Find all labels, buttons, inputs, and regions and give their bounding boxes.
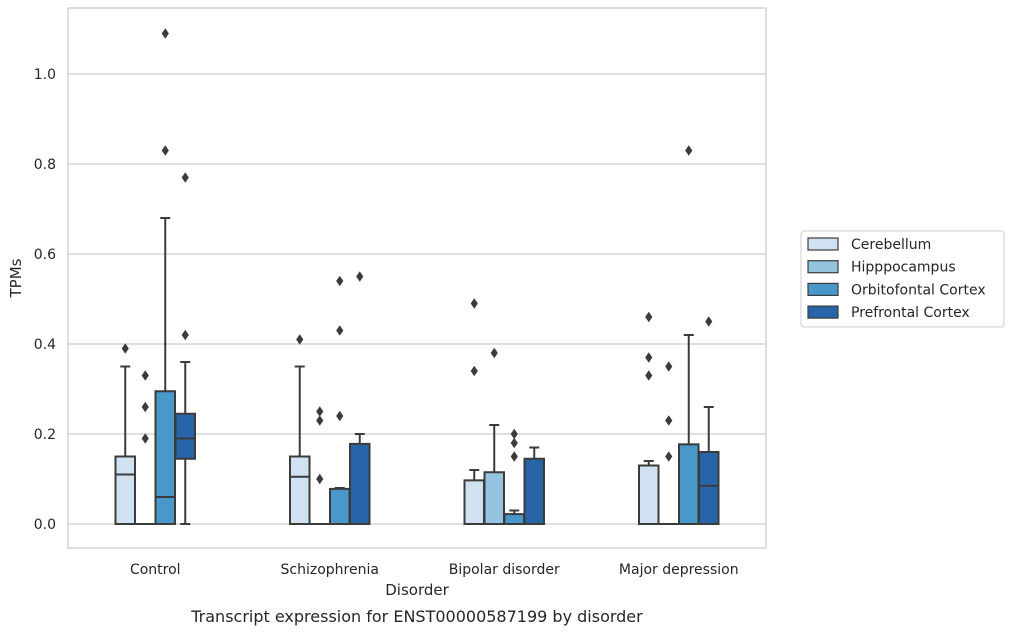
box-prefrontal-cortex xyxy=(523,446,545,525)
outlier-point xyxy=(705,316,713,327)
x-tick-label: Bipolar disorder xyxy=(449,562,560,578)
outlier-point xyxy=(510,437,518,449)
box-cerebellum xyxy=(289,334,311,525)
legend-swatch xyxy=(807,237,839,251)
box-prefrontal-cortex xyxy=(698,316,720,525)
y-tick-label: 0.8 xyxy=(34,157,56,173)
outlier-point xyxy=(665,451,673,462)
figure-caption: Transcript expression for ENST0000058719… xyxy=(190,607,643,626)
box-iqr xyxy=(678,443,700,526)
box-iqr xyxy=(329,487,351,525)
outlier-point xyxy=(645,311,653,323)
box-hipppocampus xyxy=(659,361,679,525)
outlier-point xyxy=(470,298,478,309)
y-tick-label: 1.0 xyxy=(34,67,56,83)
box-orbitofontal-cortex xyxy=(154,28,176,525)
y-tick-label: 0.0 xyxy=(34,517,56,533)
box-orbitofontal-cortex xyxy=(329,275,351,525)
box-hipppocampus xyxy=(135,370,155,525)
plot-frame xyxy=(67,7,767,549)
legend-label: Orbitofontal Cortex xyxy=(851,282,986,298)
legend-label: Hipppocampus xyxy=(851,260,956,276)
outlier-point xyxy=(665,361,673,372)
outlier-point xyxy=(121,343,129,354)
box-orbitofontal-cortex xyxy=(503,428,525,525)
outlier-point xyxy=(665,415,673,426)
box-iqr xyxy=(523,457,545,525)
y-tick-labels: 0.0 0.2 0.4 0.6 0.8 1.0 xyxy=(34,67,56,533)
outlier-point xyxy=(141,401,149,413)
x-tick-labels: Control Schizophrenia Bipolar disorder Majo… xyxy=(130,562,739,578)
outlier-point xyxy=(645,352,653,363)
outlier-point xyxy=(181,172,189,183)
outlier-point xyxy=(141,370,149,381)
outlier-point xyxy=(645,370,653,381)
box-prefrontal-cortex xyxy=(174,172,196,525)
outlier-point xyxy=(316,406,324,417)
legend-swatch xyxy=(807,260,839,274)
outlier-point xyxy=(490,347,498,359)
x-tick-label: Control xyxy=(130,562,181,578)
box-cerebellum xyxy=(463,298,485,526)
box-hipppocampus xyxy=(483,347,505,525)
box-hipppocampus xyxy=(310,406,330,525)
outlier-point xyxy=(161,28,169,39)
outlier-point xyxy=(470,365,478,377)
outlier-point xyxy=(510,428,518,440)
outlier-point xyxy=(685,145,693,156)
outlier-point xyxy=(510,451,518,462)
x-tick-label: Major depression xyxy=(619,562,739,578)
y-axis-label: TPMs xyxy=(7,258,25,298)
outlier-point xyxy=(336,410,344,422)
box-iqr xyxy=(289,455,311,525)
outlier-point xyxy=(336,325,344,336)
outlier-point xyxy=(141,433,149,444)
legend-label: Cerebellum xyxy=(851,237,931,253)
legend-label: Prefrontal Cortex xyxy=(851,305,970,321)
y-tick-label: 0.6 xyxy=(34,247,56,263)
outlier-point xyxy=(296,334,304,345)
x-axis-label: Disorder xyxy=(385,581,449,599)
y-tick-label: 0.4 xyxy=(34,337,56,353)
box-iqr xyxy=(503,513,525,525)
outlier-point xyxy=(316,415,324,426)
box-iqr xyxy=(698,451,720,525)
legend-swatch xyxy=(807,305,839,319)
x-tick-label: Schizophrenia xyxy=(281,562,379,578)
box-cerebellum xyxy=(638,311,660,525)
outlier-point xyxy=(316,473,324,485)
box-prefrontal-cortex xyxy=(349,271,371,525)
box-iqr xyxy=(174,412,196,460)
box-iqr xyxy=(349,442,371,525)
box-orbitofontal-cortex xyxy=(678,145,700,526)
outlier-point xyxy=(161,145,169,156)
box-cerebellum xyxy=(114,343,136,525)
outlier-point xyxy=(356,271,364,282)
y-tick-label: 0.2 xyxy=(34,427,56,443)
outlier-point xyxy=(336,275,344,287)
box-iqr xyxy=(463,479,485,526)
box-iqr xyxy=(483,471,505,525)
boxes xyxy=(114,28,720,526)
box-iqr xyxy=(638,464,660,525)
box-iqr xyxy=(154,390,176,525)
box-iqr xyxy=(114,455,136,525)
outlier-point xyxy=(181,329,189,341)
legend-frame xyxy=(800,230,1005,328)
legend-swatch xyxy=(807,282,839,296)
legend: Cerebellum Hipppocampus Orbitofontal Corte… xyxy=(800,230,1005,328)
